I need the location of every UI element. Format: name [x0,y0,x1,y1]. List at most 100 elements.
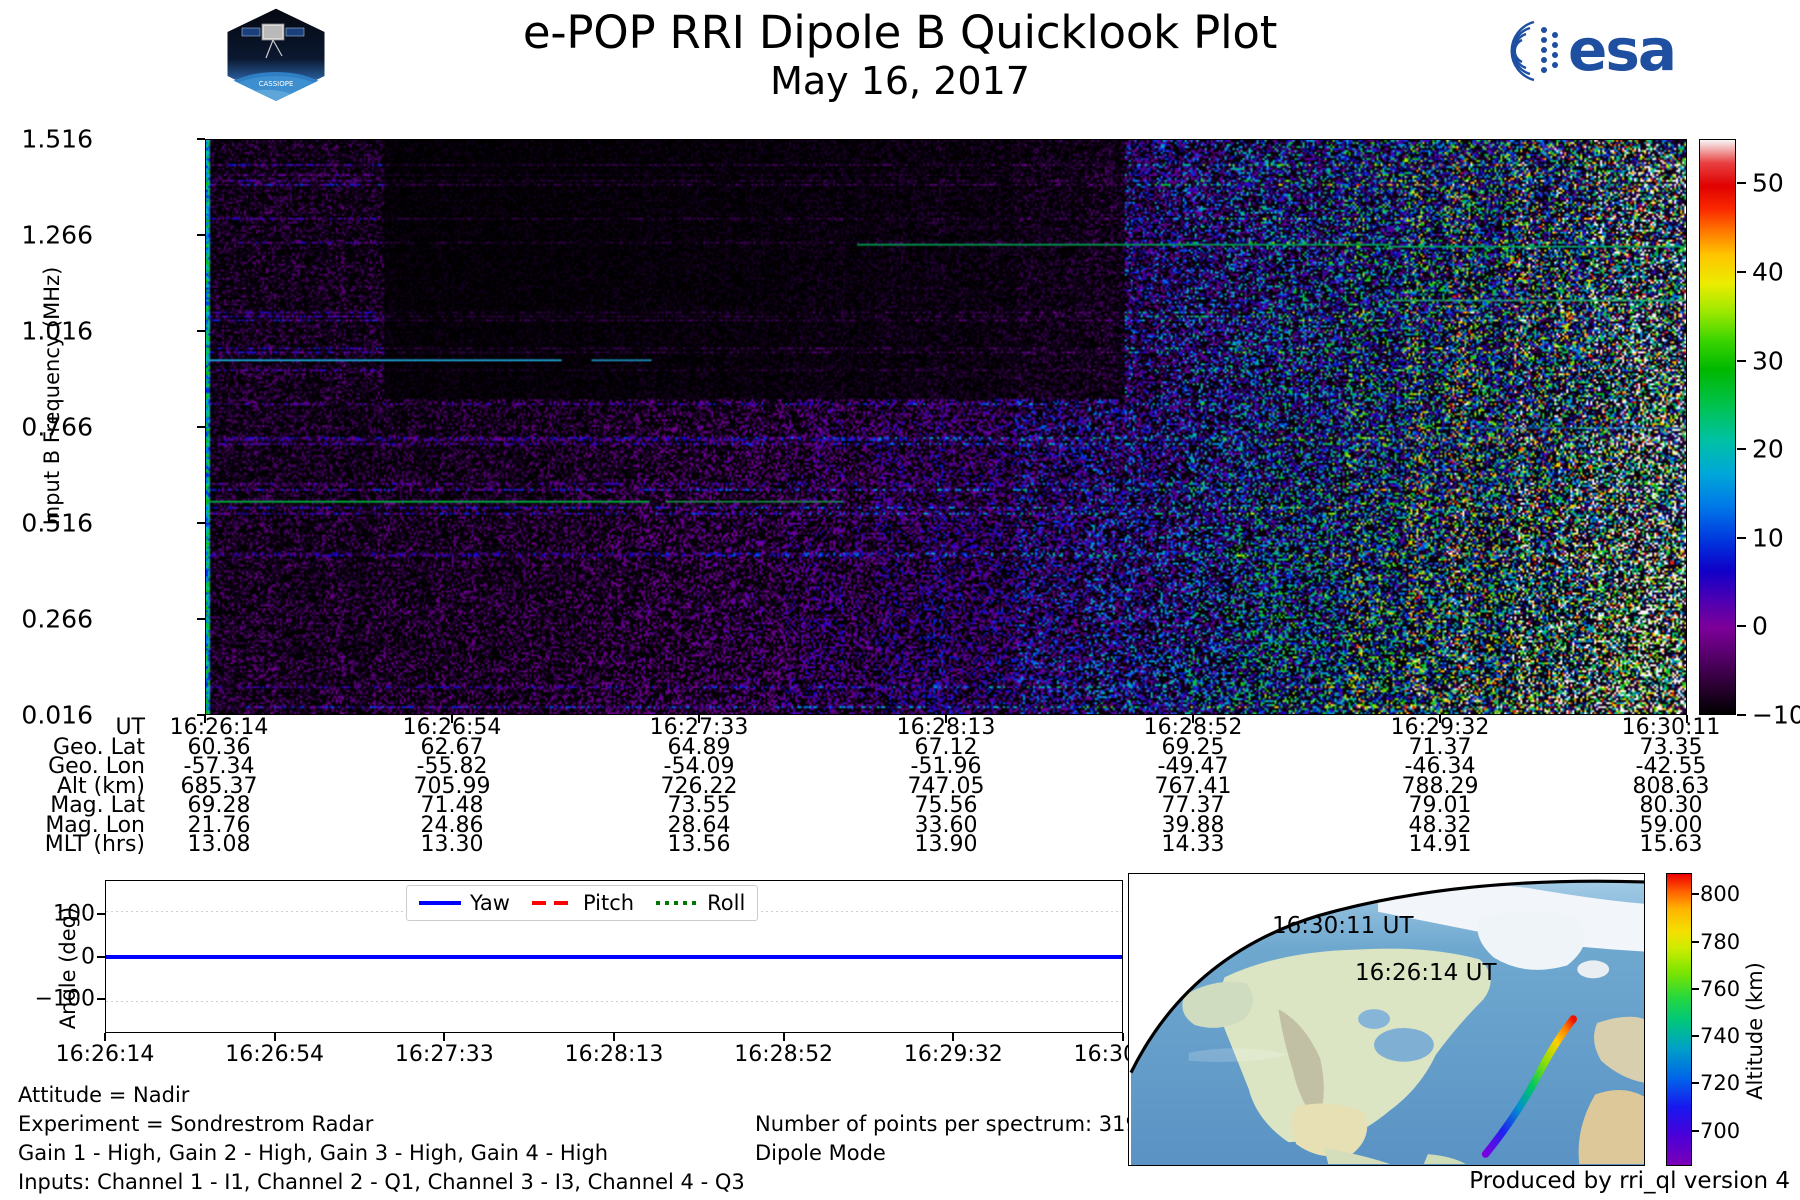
attitude-x-tick-mark [443,1033,446,1041]
ephemeris-row-label: MLT (hrs) [44,832,145,857]
dipole-voltage-colorbar [1699,139,1736,715]
ephemeris-cell: 14.91 [1408,832,1472,857]
colorbar-tick-label: 10 [1752,523,1784,553]
ephemeris-row: Mag. Lat 69.28 71.48 73.55 75.56 77.37 79.01 80… [0,793,1800,818]
footer-dipole-mode: Dipole Mode [755,1141,886,1165]
attitude-trace-yaw [106,955,1122,959]
legend-label-roll: Roll [707,891,746,915]
spectrogram-y-tick-mark [197,714,205,716]
ephemeris-cell: -49.47 [1157,754,1229,779]
attitude-x-tick-label: 16:26:14 [55,1042,155,1067]
footer-gains: Gain 1 - High, Gain 2 - High, Gain 3 - H… [18,1141,609,1165]
attitude-y-tick-label: 100 [53,901,95,927]
ephemeris-cell: 16:28:52 [1143,715,1243,740]
colorbar-tick-mark [1737,448,1746,451]
ephemeris-row-label: Mag. Lon [45,812,145,838]
attitude-x-tick-mark [613,1033,615,1041]
legend-label-pitch: Pitch [582,891,635,915]
legend-entry-roll: Roll [656,891,745,915]
spectrogram-y-tick-mark [197,138,205,140]
spectrogram-y-tick-label: 0.016 [21,700,93,730]
spectrogram-y-tick-label: 0.766 [21,412,93,442]
ephemeris-cell: 13.90 [914,832,978,857]
attitude-x-tick-mark [782,1033,785,1041]
spectrogram-x-tick-mark [204,715,206,723]
spectrogram-y-tick-mark [197,330,205,332]
ephemeris-cell: 48.32 [1408,812,1472,838]
ephemeris-cell: 16:27:33 [649,715,749,740]
attitude-y-tick-label: −100 [34,986,95,1012]
altitude-colorbar-tick-mark [1692,893,1699,896]
spectrogram-y-tick-label: 0.516 [21,508,93,538]
svg-text:esa: esa [1568,16,1675,84]
legend-swatch-yaw-icon [419,901,461,905]
ephemeris-cell: 15.63 [1639,832,1703,857]
legend-entry-yaw: Yaw [419,891,510,915]
attitude-x-tick-mark [1122,1033,1124,1041]
esa-logo-svg: esa [1510,16,1677,84]
colorbar-tick-mark [1737,536,1746,539]
colorbar-tick-label: 30 [1752,346,1784,376]
ephemeris-row: Mag. Lon 21.76 24.86 28.64 33.60 39.88 48.32 59… [0,812,1800,838]
ephemeris-cell: -51.96 [910,754,982,779]
ephemeris-row: Geo. Lat 60.36 62.67 64.89 67.12 69.25 71.37 73… [0,734,1800,760]
ephemeris-cell: 16:26:14 [169,715,269,740]
spectrogram-y-tick-mark [197,618,205,620]
ephemeris-cell: 13.30 [420,832,484,857]
attitude-x-tick-label: 16:28:52 [734,1042,834,1067]
ephemeris-cell: 808.63 [1632,773,1710,799]
ephemeris-cell: 13.08 [187,832,251,857]
ephemeris-row: Geo. Lon -57.34 -55.82 -54.09 -51.96 -49.47 -4… [0,754,1800,779]
spectrogram-y-tick-label: 1.516 [21,124,93,154]
page-title: e-POP RRI Dipole B Quicklook Plot [522,6,1278,59]
spectrogram-x-tick-mark [1686,715,1688,723]
altitude-colorbar-tick-mark [1692,987,1699,990]
altitude-colorbar-tick-mark [1692,1129,1699,1132]
map-annotation-end-time: 16:30:11 UT [1272,913,1414,939]
page-title-block: e-POP RRI Dipole B Quicklook Plot May 16… [0,6,1800,103]
colorbar-tick-label: 40 [1752,257,1784,287]
ephemeris-cell: -46.34 [1404,754,1476,779]
legend-entry-pitch: Pitch [531,891,635,915]
legend-swatch-pitch-icon [531,901,574,905]
altitude-colorbar-tick-label: 800 [1700,882,1741,907]
legend-label-yaw: Yaw [470,891,510,915]
spectrogram-x-tick-mark [1439,715,1441,723]
colorbar-tick-mark [1737,625,1746,628]
colorbar-tick-label: 0 [1752,611,1768,641]
attitude-x-tick-mark [273,1033,276,1041]
ephemeris-cell: 28.64 [667,812,731,838]
attitude-gridline [106,1001,1122,1002]
ephemeris-row-label: UT [115,715,145,740]
footer-inputs: Inputs: Channel 1 - I1, Channel 2 - Q1, … [18,1170,745,1194]
ephemeris-table: UT 16:26:14 16:26:54 16:27:33 16:28:13 16:28:… [0,715,1800,857]
ephemeris-cell: 705.99 [413,773,491,799]
svg-text:CASSIOPE: CASSIOPE [259,80,294,88]
ephemeris-cell: 685.37 [180,773,258,799]
ephemeris-cell: 77.37 [1161,793,1225,818]
legend-swatch-roll-icon [656,901,699,905]
attitude-x-tick-label: 16:26:54 [225,1042,325,1067]
altitude-colorbar-tick-label: 760 [1700,976,1741,1001]
spectrogram-y-tick-label: 1.016 [21,316,93,346]
ephemeris-cell: 79.01 [1408,793,1472,818]
ephemeris-row-label: Geo. Lat [52,734,145,760]
colorbar-tick-label: −10 [1752,700,1800,730]
ephemeris-cell: 67.12 [914,734,978,760]
altitude-colorbar-tick-label: 740 [1700,1024,1741,1049]
cassiope-mission-patch-logo: CASSIOPE [222,5,330,103]
ephemeris-cell: 24.86 [420,812,484,838]
footer-produced-by: Produced by rri_ql version 4 [1469,1168,1790,1194]
spectrogram-y-tick-mark [197,234,205,236]
ephemeris-cell: 59.00 [1639,812,1703,838]
ephemeris-row: UT 16:26:14 16:26:54 16:27:33 16:28:13 16:28:… [0,715,1800,740]
attitude-x-tick-mark [952,1033,955,1041]
ephemeris-row-label: Alt (km) [56,773,145,799]
altitude-colorbar-tick-mark [1692,1035,1699,1038]
ephemeris-cell: 788.29 [1401,773,1479,799]
esa-logo: esa [1500,14,1726,88]
ephemeris-row: MLT (hrs) 13.08 13.30 13.56 13.90 14.33 14.91 1… [0,832,1800,857]
ground-track-map-svg [1129,874,1644,1165]
altitude-colorbar-tick-mark [1692,940,1699,943]
altitude-colorbar-tick-mark [1692,1082,1699,1085]
